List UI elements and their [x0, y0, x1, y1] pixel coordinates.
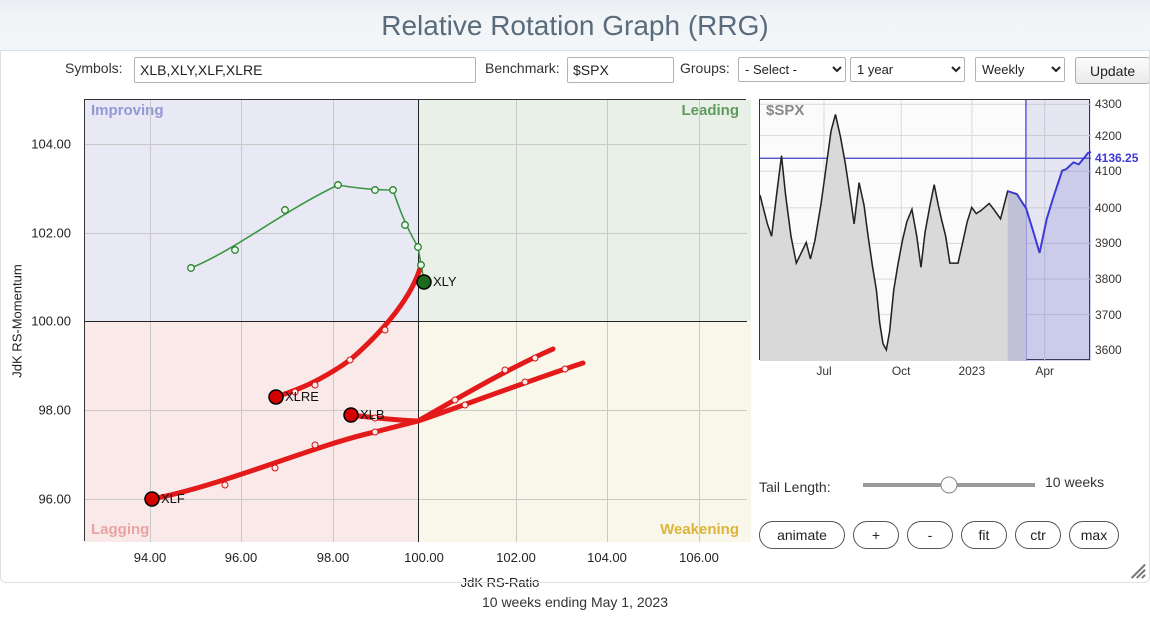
- svg-text:XLRE: XLRE: [285, 389, 319, 404]
- svg-text:XLF: XLF: [161, 491, 185, 506]
- svg-text:XLB: XLB: [360, 407, 385, 422]
- svg-text:XLY: XLY: [433, 274, 457, 289]
